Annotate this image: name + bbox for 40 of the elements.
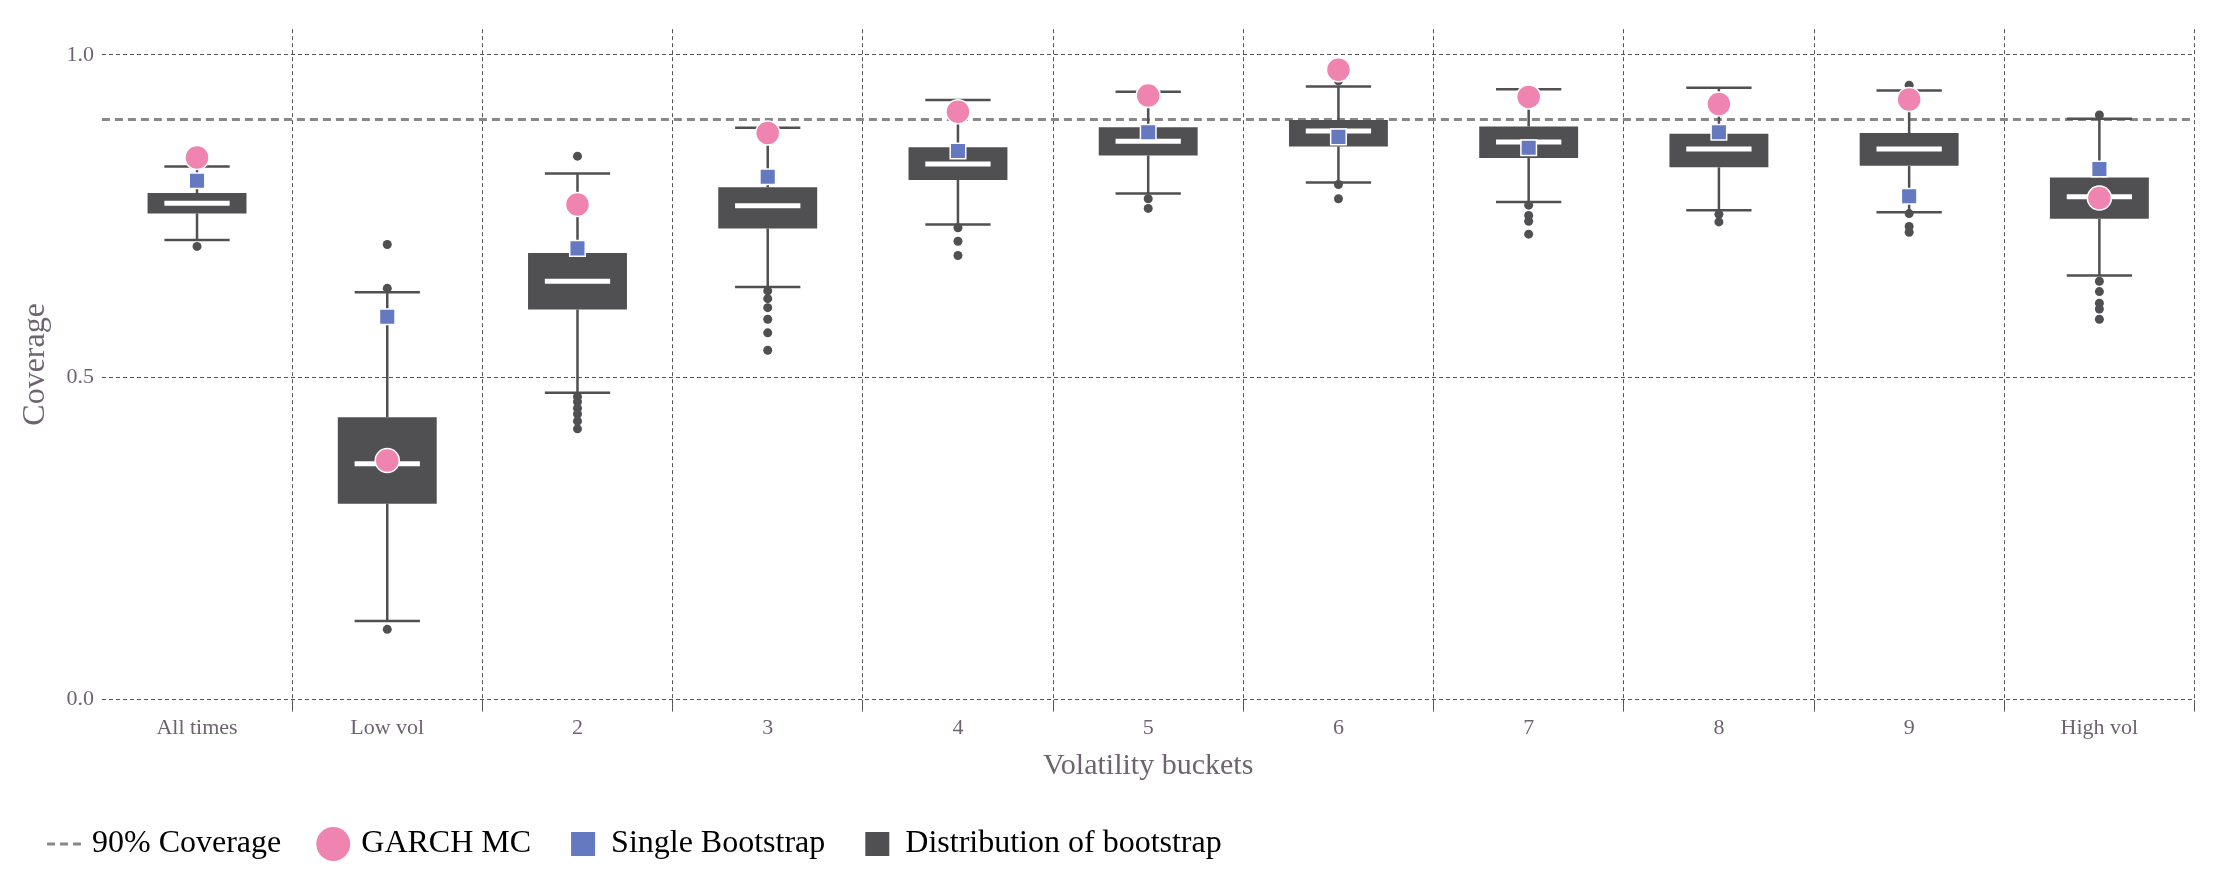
legend-label: 90% Coverage [92,823,282,860]
point [568,239,587,257]
point [1135,82,1161,109]
y-axis-title: Coverage [14,303,51,426]
point [1325,57,1352,83]
x-tick-label: All times [156,713,238,739]
legend-label: GARCH MC [361,823,532,860]
point [1329,128,1347,146]
x-tick-label: 8 [1713,713,1725,739]
point [754,120,781,146]
x-tick-label: 6 [1332,713,1344,739]
point [188,172,206,190]
legend-label: Distribution of bootstrap [905,823,1222,860]
point [2090,160,2108,178]
x-tick-label: 2 [571,713,583,739]
x-tick-label: 7 [1523,713,1535,739]
x-tick-label: 3 [762,713,774,739]
point [1515,84,1542,110]
y-tick-label: 0.0 [66,685,94,711]
point [759,168,777,186]
legend-label: Single Bootstrap [611,823,826,860]
x-tick-label: 5 [1142,713,1154,739]
x-tick-label: 4 [952,713,964,739]
x-axis-title: Volatility buckets [1043,746,1254,780]
y-tick-label: 0.5 [66,363,94,389]
x-tick-label: 9 [1903,713,1915,739]
x-tick-label: Low vol [350,713,425,739]
point [945,98,971,125]
point [949,142,967,160]
x-tick-label: High vol [2060,713,2139,739]
point [1706,91,1732,117]
point [1896,86,1922,113]
point [378,308,396,326]
point [1520,139,1538,157]
point [564,191,591,218]
point [184,144,210,171]
y-tick-label: 1.0 [66,40,94,66]
point [1900,187,1918,205]
point [1139,123,1157,141]
point [1710,123,1728,141]
